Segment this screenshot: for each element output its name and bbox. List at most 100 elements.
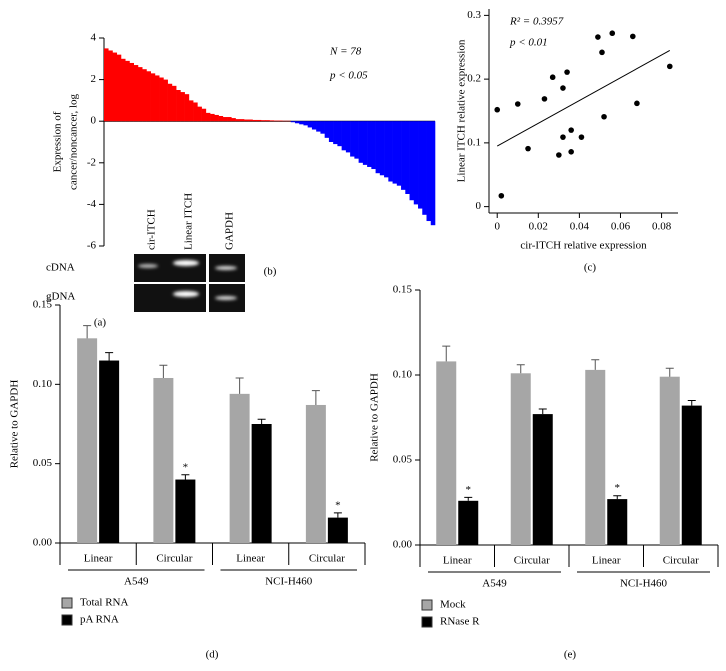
scatter-point bbox=[541, 96, 548, 102]
bar bbox=[251, 424, 272, 543]
lane-label: cir-ITCH bbox=[146, 209, 158, 250]
lane-label: GAPDH bbox=[224, 212, 236, 250]
bar bbox=[261, 120, 266, 122]
annotation: R² = 0.3957 bbox=[509, 16, 564, 28]
scatter-point bbox=[498, 192, 505, 199]
x-tick-label: Linear bbox=[236, 553, 265, 565]
bar bbox=[367, 121, 372, 167]
x-tick-label: Circular bbox=[514, 555, 550, 567]
bar bbox=[345, 121, 351, 153]
y-tick-label: 0.1 bbox=[467, 136, 481, 148]
caption: (c) bbox=[584, 262, 597, 274]
y-tick-label: 0 bbox=[476, 200, 482, 212]
legend-label: RNase R bbox=[440, 616, 480, 628]
y-tick-label: 0.00 bbox=[393, 539, 413, 551]
bar bbox=[405, 121, 410, 194]
y-axis-label: Linear ITCH relative expression bbox=[456, 39, 468, 182]
y-tick-label: 0.10 bbox=[393, 369, 413, 381]
bar bbox=[384, 121, 389, 178]
bar bbox=[231, 118, 236, 122]
scatter-point bbox=[666, 63, 673, 70]
error-bar bbox=[442, 345, 451, 362]
bar bbox=[392, 121, 398, 184]
x-tick-label: 0.04 bbox=[570, 221, 590, 233]
bar bbox=[235, 119, 241, 122]
bar bbox=[430, 121, 436, 226]
bar bbox=[163, 79, 168, 122]
group-label: NCI-H460 bbox=[620, 578, 668, 590]
gel-panel: cir-ITCH Linear ITCH GAPDH cDNA gDNA (a) bbox=[46, 193, 245, 329]
x-tick-label: 0 bbox=[494, 221, 500, 233]
bar bbox=[108, 50, 113, 122]
bar bbox=[184, 94, 190, 122]
bar bbox=[229, 393, 250, 543]
x-tick-label: Linear bbox=[84, 553, 113, 565]
bar bbox=[607, 499, 628, 545]
scatter-point bbox=[525, 145, 531, 152]
group-label: A549 bbox=[124, 576, 149, 588]
y-axis-label: cancer/noncancer, log bbox=[68, 93, 80, 190]
bar bbox=[77, 338, 98, 543]
error-bar bbox=[311, 390, 320, 405]
error-bar bbox=[687, 400, 696, 406]
y-tick-label: -4 bbox=[87, 198, 97, 210]
y-tick-label: 0.3 bbox=[467, 9, 481, 21]
bar bbox=[418, 121, 423, 209]
scatter-point bbox=[601, 113, 607, 120]
bar bbox=[214, 114, 219, 122]
caption: (d) bbox=[206, 649, 219, 661]
y-tick-label: 0.10 bbox=[33, 378, 53, 390]
bar bbox=[176, 90, 181, 122]
bar bbox=[197, 106, 202, 122]
bar bbox=[248, 119, 253, 122]
bar bbox=[422, 121, 427, 215]
legend-swatch bbox=[421, 616, 433, 628]
annotation: N = 78 bbox=[329, 46, 362, 58]
y-axis-label: Relative to GAPDH bbox=[369, 373, 381, 462]
bar bbox=[222, 117, 228, 122]
y-tick-label: 4 bbox=[91, 32, 97, 44]
bar bbox=[159, 77, 164, 122]
bar bbox=[379, 121, 385, 176]
gel-band bbox=[173, 260, 199, 266]
bar bbox=[175, 479, 196, 543]
gel-band bbox=[138, 264, 158, 268]
gel-band bbox=[215, 266, 237, 270]
gel-band bbox=[215, 296, 237, 300]
bar bbox=[426, 121, 432, 222]
bar bbox=[133, 65, 139, 122]
bar bbox=[239, 119, 245, 122]
bar bbox=[137, 67, 143, 122]
row-label: cDNA bbox=[46, 262, 75, 274]
caption: (e) bbox=[564, 649, 577, 661]
gel-image bbox=[134, 254, 206, 282]
y-tick-label: 0 bbox=[91, 115, 97, 127]
bar bbox=[142, 69, 147, 122]
bar bbox=[681, 405, 702, 545]
bar bbox=[307, 121, 313, 128]
bar bbox=[532, 414, 553, 545]
bar bbox=[218, 116, 224, 122]
bar bbox=[244, 119, 249, 122]
legend-swatch bbox=[61, 614, 73, 626]
bar bbox=[396, 121, 402, 186]
scatter-point bbox=[609, 30, 616, 37]
bar bbox=[210, 113, 215, 122]
x-tick-label: 0.06 bbox=[611, 221, 631, 233]
bar bbox=[413, 121, 419, 205]
annotation: p < 0.01 bbox=[509, 37, 548, 49]
x-axis-label: cir-ITCH relative expression bbox=[520, 240, 647, 252]
significance-mark: * bbox=[183, 461, 189, 473]
bar bbox=[153, 377, 174, 543]
y-tick-label: 0.05 bbox=[33, 457, 53, 469]
scatter-point bbox=[568, 149, 574, 155]
bar bbox=[659, 376, 680, 545]
legend-swatch bbox=[61, 597, 73, 609]
legend-swatch bbox=[421, 599, 433, 611]
y-tick-label: 0.2 bbox=[467, 73, 481, 85]
error-bar bbox=[591, 359, 600, 370]
y-axis-label: Expression of bbox=[52, 111, 64, 172]
bar bbox=[180, 92, 185, 122]
legend-label: Total RNA bbox=[80, 597, 128, 609]
scatter-point bbox=[568, 127, 574, 133]
